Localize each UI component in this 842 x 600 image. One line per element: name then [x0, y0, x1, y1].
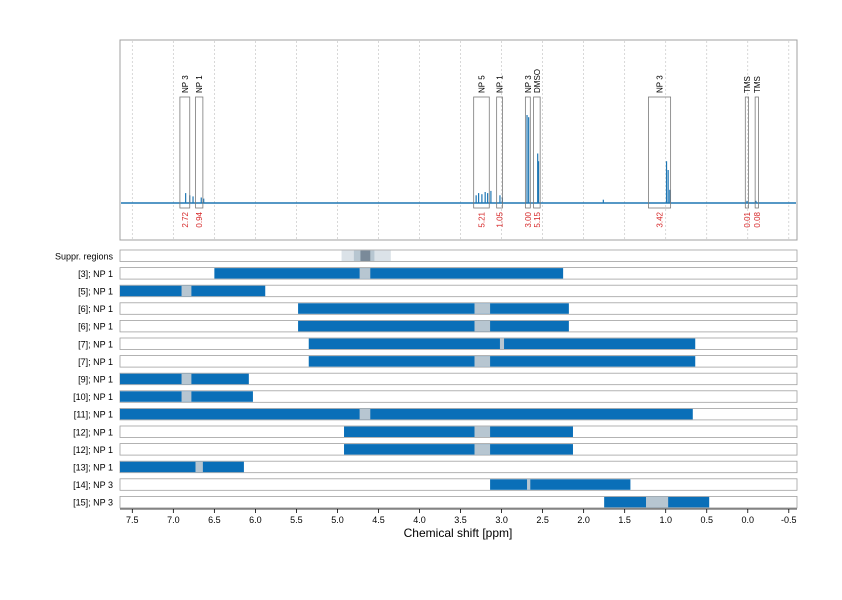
- integration-region-box: [524, 96, 531, 209]
- x-tick-label: 4.5: [372, 515, 385, 525]
- spectrum-panel-frame: [119, 39, 798, 241]
- row-bar: [344, 444, 573, 455]
- row-frame: [119, 478, 798, 491]
- row-bar: [308, 356, 696, 367]
- suppression-band: [360, 250, 371, 261]
- integration-region-box: [533, 96, 541, 209]
- region-label: NP 3: [181, 75, 190, 93]
- row-label: [6]; NP 1: [78, 322, 113, 332]
- row-gap: [499, 338, 505, 349]
- region-label: DMSO: [533, 69, 542, 93]
- region-integral: 3.42: [656, 211, 665, 227]
- integration-region-box: [754, 96, 759, 209]
- row-label: [12]; NP 1: [73, 427, 113, 437]
- region-integral: 0.08: [753, 211, 762, 227]
- row-bar: [120, 285, 266, 297]
- row-label: [5]; NP 1: [78, 286, 113, 296]
- row-gap: [181, 391, 192, 402]
- region-label: NP 1: [195, 75, 204, 93]
- axis-layer: 7.5 7.0 6.5 6.0 5.5 5.0 4.5 4.0 3.5 3.0 2.5 2.0 1.5 1…: [126, 509, 797, 525]
- region-label: TMS: [753, 76, 762, 93]
- integration-region-box: [496, 96, 503, 209]
- x-tick-label: 7.0: [167, 515, 180, 525]
- rows-layer: Suppr. regions [3]; NP 1 [5]; NP 1 [6]; NP …: [55, 249, 798, 509]
- row-bar: [298, 303, 569, 314]
- row-bar: [298, 320, 569, 332]
- row-label: [13]; NP 1: [73, 462, 113, 472]
- row-label: [3]; NP 1: [78, 269, 113, 279]
- row-gap: [474, 356, 491, 367]
- row-gap: [195, 461, 203, 473]
- x-tick-label: -0.5: [781, 515, 797, 525]
- row-gap: [181, 285, 192, 297]
- region-layer: NP 3 2.72 NP 1 0.94 NP 5 5.21 NP 1 1.05 NP 3 3.00…: [179, 69, 762, 228]
- row-bar: [344, 426, 573, 437]
- x-tick-label: 0.0: [742, 515, 755, 525]
- row-label: Suppr. regions: [55, 251, 114, 261]
- row-label: [6]; NP 1: [78, 304, 113, 314]
- region-integral: 5.15: [533, 211, 542, 227]
- x-tick-label: 2.5: [536, 515, 549, 525]
- row-frame: [119, 495, 798, 509]
- row-gap: [181, 373, 192, 385]
- integration-region-box: [179, 96, 191, 209]
- integration-region-box: [195, 96, 204, 209]
- row-gap: [359, 408, 371, 420]
- row-gap: [474, 444, 491, 455]
- grid-layer: [131, 41, 790, 239]
- region-label: NP 3: [656, 75, 665, 93]
- row-gap: [527, 479, 531, 490]
- x-axis-label: Chemical shift [ppm]: [404, 526, 513, 540]
- row-label: [7]; NP 1: [78, 357, 113, 367]
- row-bar: [120, 408, 693, 420]
- integration-region-box: [648, 96, 672, 209]
- suppression-row-frame: [119, 249, 798, 262]
- row-gap: [474, 303, 491, 314]
- x-tick-label: 3.0: [495, 515, 508, 525]
- row-label: [9]; NP 1: [78, 374, 113, 384]
- region-label: NP 1: [496, 75, 505, 93]
- row-gap: [474, 426, 491, 437]
- region-integral: 2.72: [181, 211, 190, 227]
- row-gap: [359, 268, 371, 279]
- row-label: [12]; NP 1: [73, 445, 113, 455]
- row-label: [15]; NP 3: [73, 498, 113, 508]
- region-integral: 5.21: [477, 211, 486, 227]
- row-bar: [120, 461, 244, 473]
- x-tick-label: 4.0: [413, 515, 426, 525]
- x-tick-label: 3.5: [454, 515, 467, 525]
- row-bar: [490, 479, 631, 490]
- row-label: [10]; NP 1: [73, 392, 113, 402]
- region-integral: 0.01: [743, 211, 752, 227]
- x-tick-label: 6.0: [249, 515, 262, 525]
- region-integral: 0.94: [195, 211, 204, 227]
- row-label: [14]; NP 3: [73, 480, 113, 490]
- region-label: TMS: [743, 76, 752, 93]
- x-tick-label: 1.5: [618, 515, 631, 525]
- row-gap: [646, 496, 669, 508]
- row-label: [11]; NP 1: [74, 410, 113, 420]
- region-label: NP 3: [524, 75, 533, 93]
- row-bar: [214, 268, 564, 279]
- integration-region-box: [744, 96, 749, 209]
- x-tick-label: 6.5: [208, 515, 221, 525]
- region-integral: 3.00: [524, 211, 533, 227]
- row-label: [7]; NP 1: [78, 339, 113, 349]
- row-gap: [474, 320, 491, 332]
- region-label: NP 5: [477, 75, 486, 93]
- x-tick-label: 0.5: [700, 515, 713, 525]
- x-tick-label: 7.5: [126, 515, 139, 525]
- x-tick-label: 5.0: [331, 515, 344, 525]
- x-tick-label: 1.0: [659, 515, 672, 525]
- integration-region-box: [473, 96, 490, 209]
- x-tick-label: 2.0: [577, 515, 590, 525]
- x-tick-label: 5.5: [290, 515, 303, 525]
- region-integral: 1.05: [496, 211, 505, 227]
